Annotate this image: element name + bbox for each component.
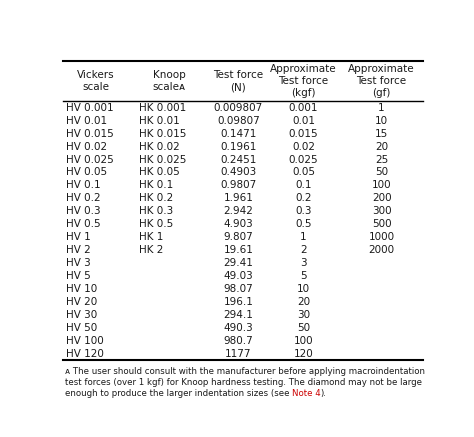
Text: HK 0.025: HK 0.025 [139, 155, 187, 164]
Text: enough to produce the larger indentation sizes (see: enough to produce the larger indentation… [65, 388, 292, 398]
Text: 19.61: 19.61 [223, 245, 253, 255]
Text: 0.4903: 0.4903 [220, 167, 256, 177]
Text: HV 0.1: HV 0.1 [66, 180, 100, 191]
Text: HV 0.02: HV 0.02 [66, 142, 107, 152]
Text: 0.1471: 0.1471 [220, 128, 256, 139]
Text: ).: ). [321, 388, 327, 398]
Text: 0.9807: 0.9807 [220, 180, 256, 191]
Text: 490.3: 490.3 [223, 323, 253, 333]
Text: 0.01: 0.01 [292, 116, 315, 126]
Text: HK 0.02: HK 0.02 [139, 142, 180, 152]
Text: 4.903: 4.903 [223, 219, 253, 229]
Text: 0.05: 0.05 [292, 167, 315, 177]
Text: 1.961: 1.961 [223, 194, 253, 203]
Text: 2.942: 2.942 [223, 206, 253, 216]
Text: 120: 120 [294, 349, 313, 359]
Text: 1: 1 [378, 103, 385, 113]
Text: 1: 1 [300, 232, 307, 242]
Text: 0.009807: 0.009807 [214, 103, 263, 113]
Text: 0.015: 0.015 [289, 128, 319, 139]
Text: 0.5: 0.5 [295, 219, 312, 229]
Text: HK 0.2: HK 0.2 [139, 194, 173, 203]
Text: HV 50: HV 50 [66, 323, 97, 333]
Text: 0.3: 0.3 [295, 206, 312, 216]
Text: 300: 300 [372, 206, 392, 216]
Text: HK 2: HK 2 [139, 245, 164, 255]
Text: HV 0.3: HV 0.3 [66, 206, 100, 216]
Text: 0.1961: 0.1961 [220, 142, 256, 152]
Text: 5: 5 [300, 271, 307, 281]
Text: 50: 50 [297, 323, 310, 333]
Text: 15: 15 [375, 128, 388, 139]
Text: 0.1: 0.1 [295, 180, 312, 191]
Text: HV 0.001: HV 0.001 [66, 103, 113, 113]
Text: HV 120: HV 120 [66, 349, 104, 359]
Text: 2000: 2000 [369, 245, 395, 255]
Text: Note 4: Note 4 [292, 388, 321, 398]
Text: HK 0.3: HK 0.3 [139, 206, 173, 216]
Text: HV 5: HV 5 [66, 271, 91, 281]
Text: HV 0.05: HV 0.05 [66, 167, 107, 177]
Text: 1000: 1000 [369, 232, 395, 242]
Text: 10: 10 [297, 284, 310, 294]
Text: HK 1: HK 1 [139, 232, 164, 242]
Text: 25: 25 [375, 155, 388, 164]
Text: HV 0.025: HV 0.025 [66, 155, 114, 164]
Text: 49.03: 49.03 [223, 271, 253, 281]
Text: 1177: 1177 [225, 349, 252, 359]
Text: 29.41: 29.41 [223, 258, 253, 268]
Text: HK 0.05: HK 0.05 [139, 167, 180, 177]
Text: HV 10: HV 10 [66, 284, 97, 294]
Text: HV 30: HV 30 [66, 310, 97, 320]
Text: 20: 20 [297, 297, 310, 307]
Text: 98.07: 98.07 [223, 284, 253, 294]
Text: HK 0.5: HK 0.5 [139, 219, 173, 229]
Text: HV 0.5: HV 0.5 [66, 219, 100, 229]
Text: 500: 500 [372, 219, 392, 229]
Text: 3: 3 [300, 258, 307, 268]
Text: ᴀ The user should consult with the manufacturer before applying macroindentation: ᴀ The user should consult with the manuf… [65, 367, 425, 376]
Text: 30: 30 [297, 310, 310, 320]
Text: Approximate
Test force
(gf): Approximate Test force (gf) [348, 64, 415, 98]
Text: 980.7: 980.7 [223, 336, 253, 346]
Text: Knoop
scaleᴀ: Knoop scaleᴀ [153, 70, 186, 92]
Text: 2: 2 [300, 245, 307, 255]
Text: HV 1: HV 1 [66, 232, 91, 242]
Text: 0.2451: 0.2451 [220, 155, 256, 164]
Text: HV 0.2: HV 0.2 [66, 194, 100, 203]
Text: HK 0.015: HK 0.015 [139, 128, 187, 139]
Text: HV 2: HV 2 [66, 245, 91, 255]
Text: 0.025: 0.025 [289, 155, 319, 164]
Text: Approximate
Test force
(kgf): Approximate Test force (kgf) [270, 64, 337, 98]
Text: 9.807: 9.807 [223, 232, 253, 242]
Text: 0.02: 0.02 [292, 142, 315, 152]
Text: Test force
(N): Test force (N) [213, 70, 264, 92]
Text: HK 0.1: HK 0.1 [139, 180, 173, 191]
Text: HK 0.001: HK 0.001 [139, 103, 187, 113]
Text: 0.001: 0.001 [289, 103, 318, 113]
Text: 20: 20 [375, 142, 388, 152]
Text: 10: 10 [375, 116, 388, 126]
Text: HK 0.01: HK 0.01 [139, 116, 180, 126]
Text: HV 0.01: HV 0.01 [66, 116, 107, 126]
Text: 0.2: 0.2 [295, 194, 312, 203]
Text: 196.1: 196.1 [223, 297, 253, 307]
Text: 100: 100 [372, 180, 392, 191]
Text: HV 100: HV 100 [66, 336, 104, 346]
Text: 200: 200 [372, 194, 392, 203]
Text: HV 3: HV 3 [66, 258, 91, 268]
Text: test forces (over 1 kgf) for Knoop hardness testing. The diamond may not be larg: test forces (over 1 kgf) for Knoop hardn… [65, 378, 422, 387]
Text: 100: 100 [294, 336, 313, 346]
Text: HV 0.015: HV 0.015 [66, 128, 114, 139]
Text: 0.09807: 0.09807 [217, 116, 260, 126]
Text: 294.1: 294.1 [223, 310, 253, 320]
Text: HV 20: HV 20 [66, 297, 97, 307]
Text: Vickers
scale: Vickers scale [77, 70, 115, 92]
Text: 50: 50 [375, 167, 388, 177]
